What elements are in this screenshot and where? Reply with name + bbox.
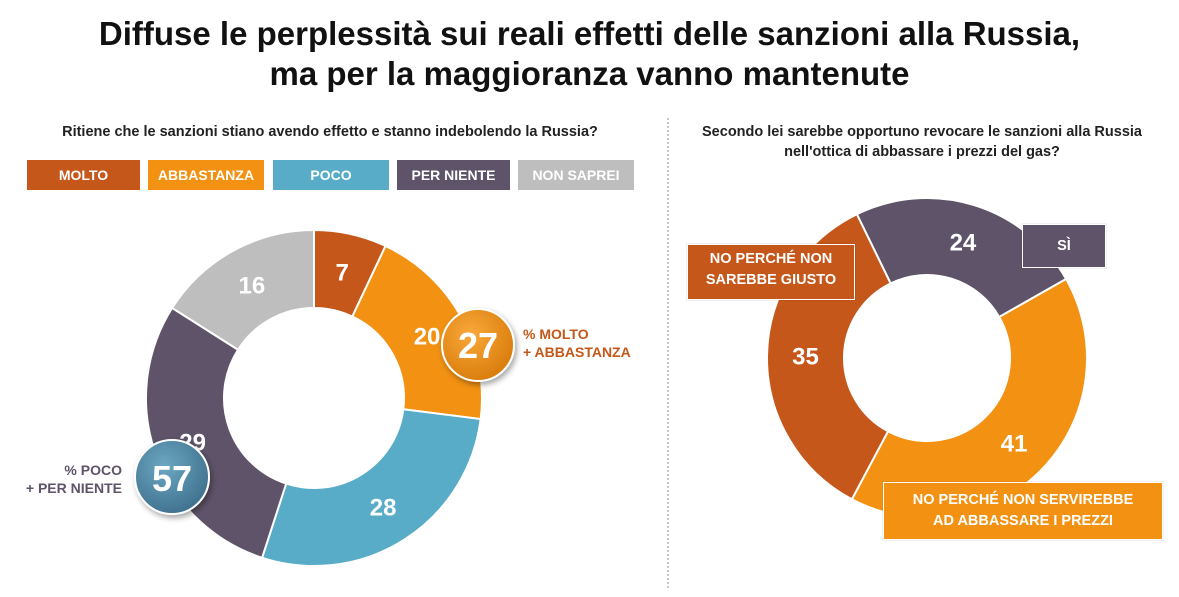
callout-positive-label: % MOLTO + ABBASTANZA (523, 325, 631, 361)
panel-divider (667, 118, 669, 588)
callout-negative-label: % POCO + PER NIENTE (10, 461, 122, 497)
bubble-positive: 27 (441, 308, 515, 382)
right-question: Secondo lei sarebbe opportuno revocare l… (672, 122, 1172, 162)
callout-positive-line-1: % MOLTO (523, 326, 589, 342)
donut-left-segment-1 (350, 244, 483, 421)
bubble-negative-value: 57 (152, 458, 192, 499)
label-no-servirebbe-line-2: AD ABBASSARE I PREZZI (933, 513, 1113, 529)
callout-negative-line-2: + PER NIENTE (25, 480, 122, 496)
bubble-negative: 57 (134, 439, 210, 515)
title-line-1: Diffuse le perplessità sui reali effetti… (98, 15, 1081, 52)
label-si: SÌ (1022, 224, 1106, 268)
label-no-giusto: NO PERCHÉ NON SAREBBE GIUSTO (687, 244, 855, 300)
page-title: Diffuse le perplessità sui reali effetti… (0, 14, 1179, 94)
callout-positive-line-2: + ABBASTANZA (523, 344, 631, 360)
donut-right-value-label-0: 24 (950, 230, 977, 257)
donut-left-segment-3 (145, 306, 288, 560)
callout-negative-line-1: % POCO (64, 462, 122, 478)
legend-item-per-niente: PER NIENTE (397, 160, 510, 190)
donut-right-segment-0 (855, 197, 1068, 319)
bubble-positive-value: 27 (458, 325, 498, 366)
donut-right-value-label-1: 41 (1001, 430, 1028, 457)
legend-item-poco: POCO (273, 160, 389, 190)
bubble-positive-circle (441, 308, 515, 382)
right-question-line-1: Secondo lei sarebbe opportuno revocare l… (702, 124, 1142, 140)
label-no-giusto-line-1: NO PERCHÉ NON (709, 251, 833, 267)
right-question-line-2: nell'ottica di abbassare i prezzi del ga… (784, 144, 1060, 160)
bubble-negative-circle (134, 439, 210, 515)
donut-left-segment-4 (170, 228, 315, 352)
title-line-2: ma per la maggioranza vanno mantenute (269, 55, 910, 92)
legend-item-abbastanza: ABBASTANZA (148, 160, 264, 190)
donut-left-segment-2 (260, 408, 482, 567)
donut-left-value-label-2: 28 (370, 495, 397, 522)
donut-right-value-label-2: 35 (792, 344, 819, 371)
legend: MOLTO ABBASTANZA POCO PER NIENTE NON SAP… (27, 160, 637, 190)
label-no-servirebbe-line-1: NO PERCHÉ NON SERVIREBBE (912, 492, 1134, 508)
legend-item-non-saprei: NON SAPREI (518, 160, 634, 190)
label-no-giusto-line-2: SAREBBE GIUSTO (705, 272, 837, 288)
label-no-servirebbe: NO PERCHÉ NON SERVIREBBE AD ABBASSARE I … (883, 482, 1163, 540)
donut-chart-right: 24 41 35 (766, 197, 1089, 519)
legend-item-molto: MOLTO (27, 160, 140, 190)
left-question: Ritiene che le sanzioni stiano avendo ef… (62, 124, 598, 140)
donut-left-value-label-1: 20 (414, 323, 441, 350)
donut-left-value-label-4: 16 (239, 273, 266, 300)
donut-left-value-label-0: 7 (335, 260, 348, 287)
